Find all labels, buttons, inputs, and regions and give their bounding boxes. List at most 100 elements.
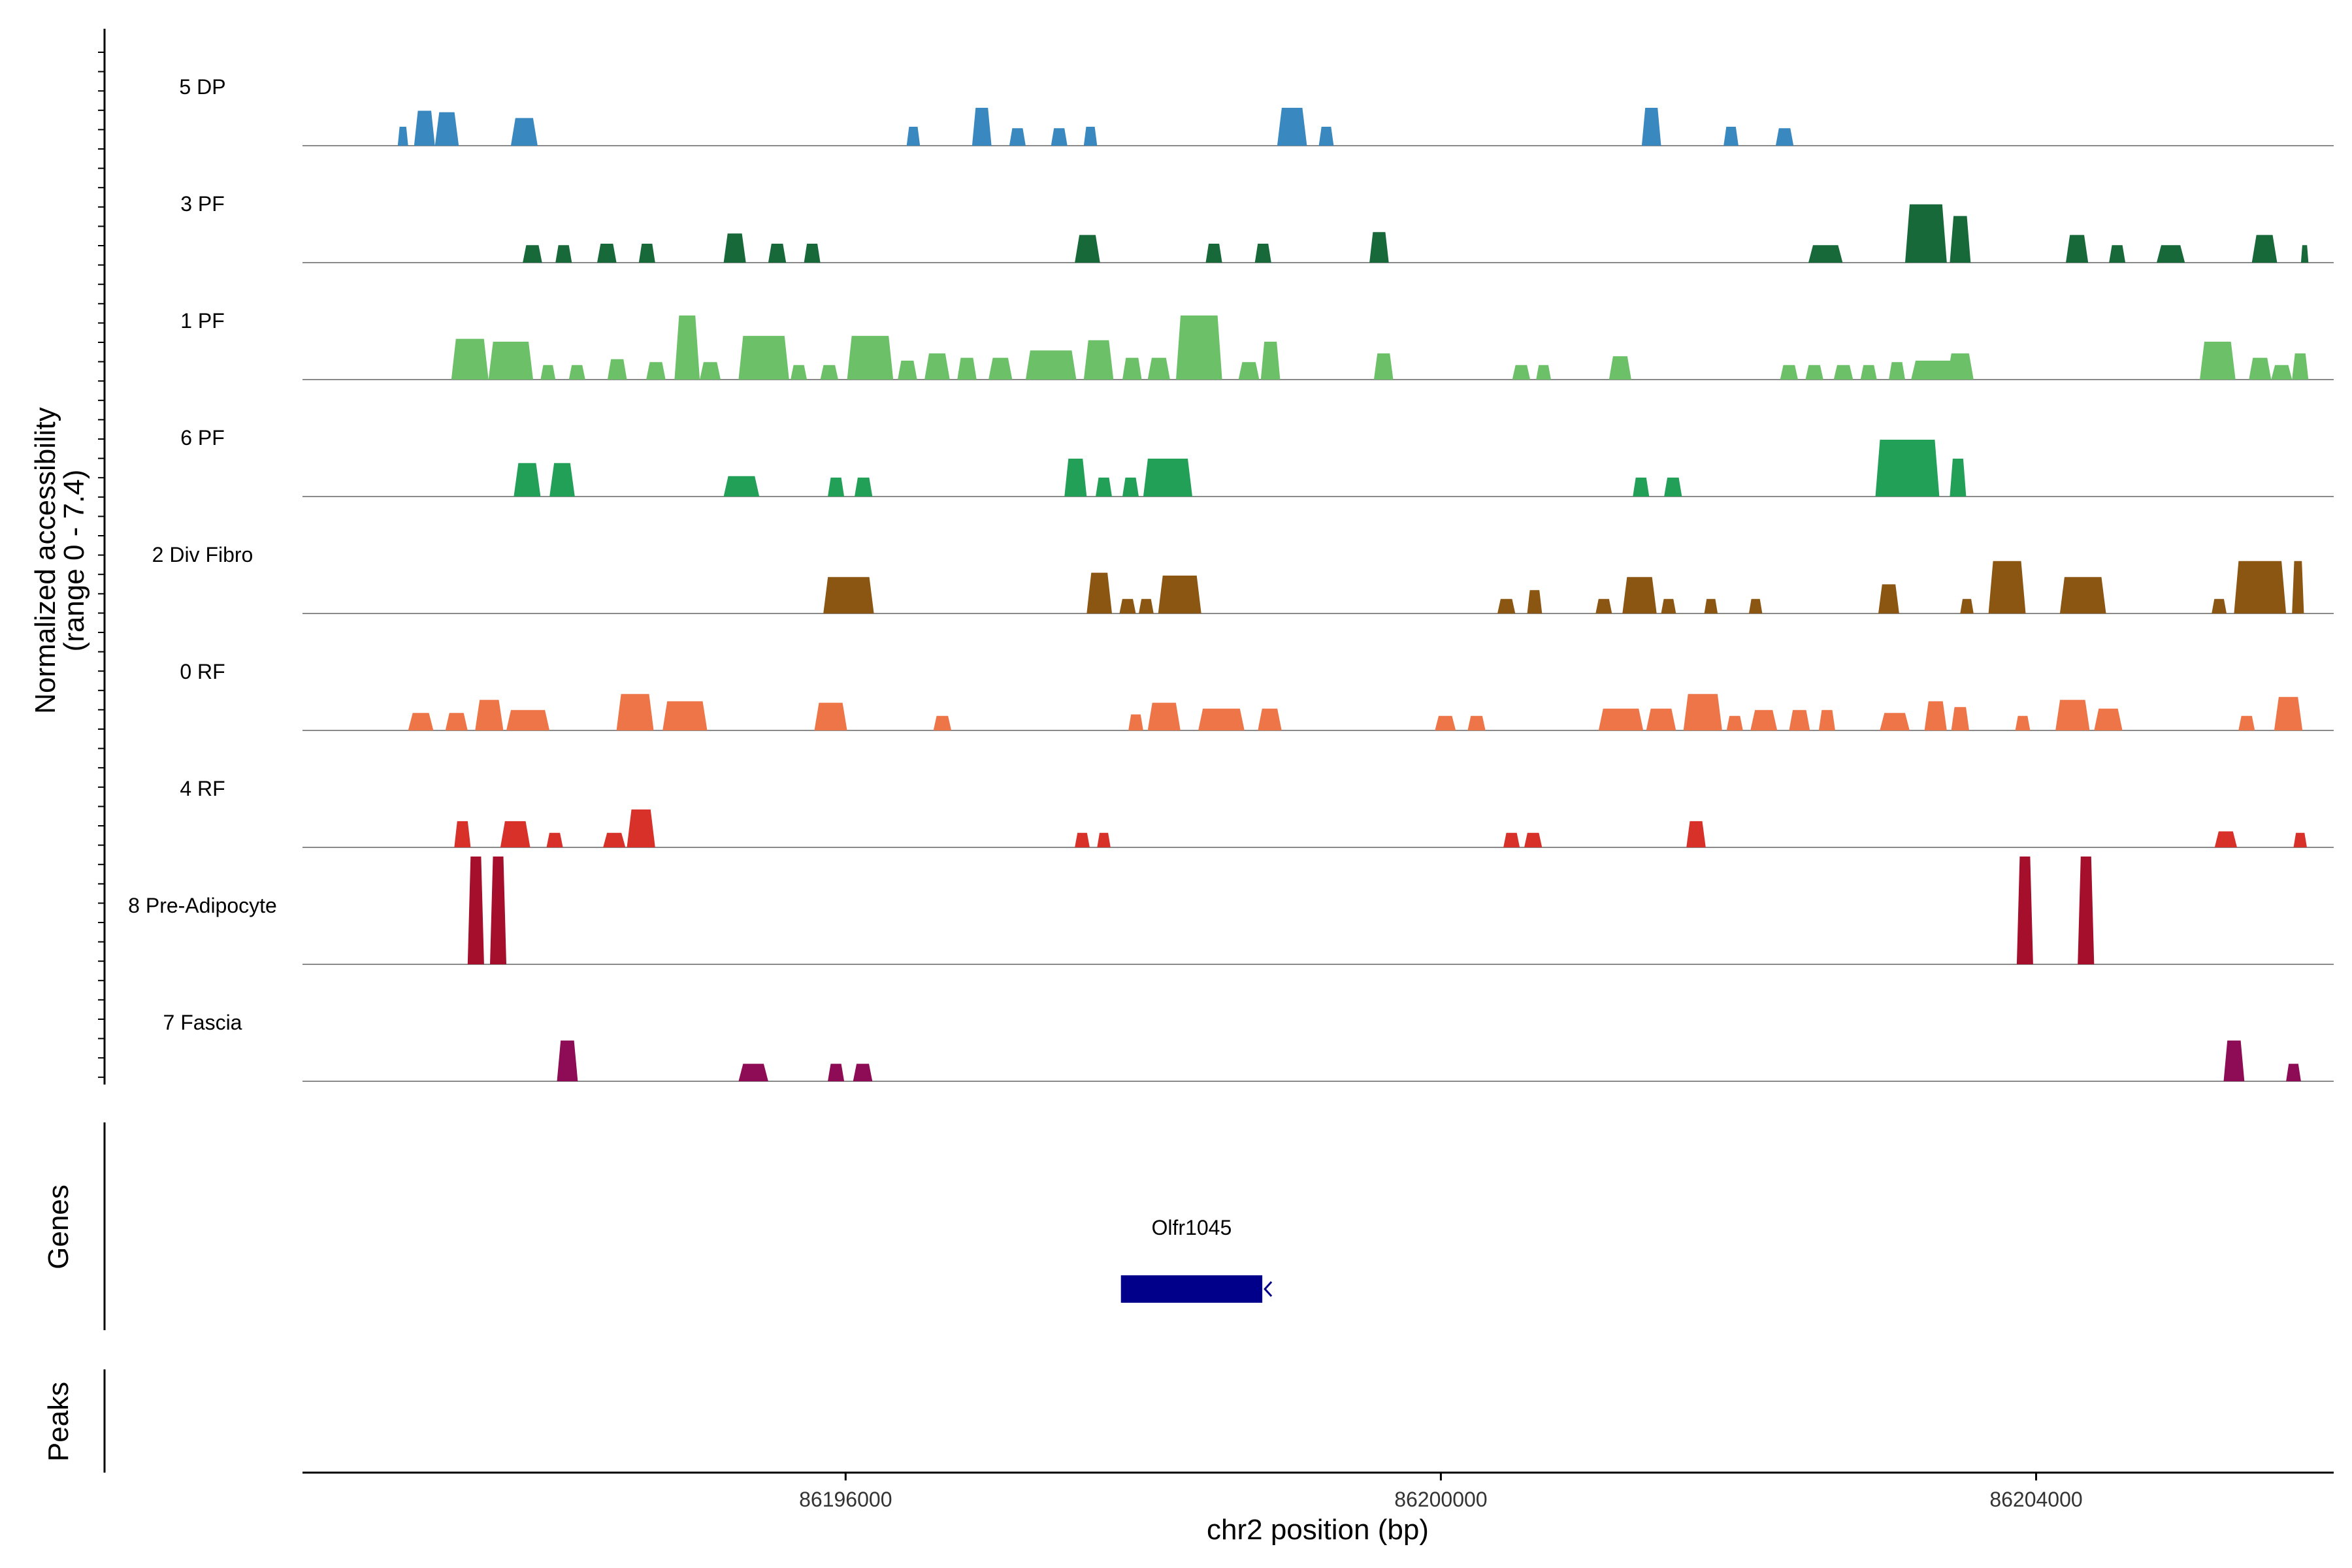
- coverage-peak: [674, 315, 700, 380]
- coverage-peak: [1911, 361, 1957, 380]
- coverage-peak: [500, 821, 531, 847]
- coverage-peak: [898, 361, 917, 380]
- coverage-peak: [1075, 235, 1100, 263]
- coverage-peak: [972, 108, 992, 146]
- coverage-peak: [445, 713, 468, 730]
- coverage-peak: [1924, 701, 1947, 730]
- coverage-peak: [451, 338, 489, 380]
- coverage-peak: [603, 832, 626, 847]
- coverage-peak: [1880, 713, 1910, 730]
- coverage-peak: [1860, 365, 1877, 380]
- coverage-peak: [1833, 365, 1854, 380]
- track-8-pre-adipocyte: 8 Pre-Adipocyte: [128, 857, 2334, 965]
- coverage-peak: [557, 1040, 578, 1081]
- coverage-peak: [1086, 572, 1112, 613]
- coverage-peak: [568, 365, 585, 380]
- coverage-peak: [1536, 365, 1551, 380]
- coverage-peak: [791, 365, 808, 380]
- coverage-peak: [1750, 710, 1778, 730]
- coverage-peak: [1775, 128, 1794, 146]
- coverage-peak: [597, 244, 617, 263]
- coverage-peak: [2078, 857, 2095, 964]
- coverage-peak: [853, 1064, 873, 1081]
- coverage-peak: [1373, 353, 1394, 380]
- coverage-peak: [1609, 356, 1631, 380]
- accessibility-panel: Normalized accessibility (range 0 - 7.4)…: [29, 29, 2334, 1085]
- coverage-peak: [1808, 245, 1843, 263]
- coverage-peak: [2066, 235, 2089, 263]
- coverage-peak: [1277, 108, 1307, 146]
- coverage-peak: [1780, 365, 1798, 380]
- accessibility-y-axis-range: (range 0 - 7.4): [58, 470, 90, 652]
- gene-body: [1120, 1275, 1263, 1303]
- coverage-peak: [2094, 708, 2123, 730]
- track-3-pf: 3 PF: [180, 192, 2334, 263]
- coverage-peak: [1083, 340, 1114, 380]
- track-label: 2 Div Fibro: [152, 543, 253, 566]
- coverage-peak: [514, 463, 541, 497]
- coverage-peak: [646, 362, 666, 380]
- coverage-peak: [454, 821, 471, 847]
- coverage-peak: [540, 365, 556, 380]
- coverage-peak: [1622, 577, 1657, 613]
- coverage-peak: [2292, 561, 2304, 613]
- track-0-rf: 0 RF: [180, 660, 2334, 731]
- coverage-peak: [546, 832, 563, 847]
- peaks-panel: Peaks: [42, 1369, 106, 1473]
- coverage-peak: [627, 809, 655, 847]
- coverage-peak: [1950, 216, 1971, 263]
- coverage-peak: [1686, 821, 1706, 847]
- coverage-peak: [607, 359, 627, 380]
- coverage-peak: [1318, 127, 1334, 146]
- track-label: 1 PF: [180, 309, 225, 333]
- coverage-peak: [1497, 598, 1516, 613]
- coverage-peak: [638, 244, 655, 263]
- coverage-peak: [2109, 245, 2126, 263]
- coverage-peak: [804, 244, 821, 263]
- coverage-peak: [2251, 235, 2278, 263]
- coverage-peak: [1254, 244, 1271, 263]
- genes-panel: Genes Olfr1045: [42, 1122, 1273, 1330]
- coverage-peak: [1009, 128, 1026, 146]
- coverage-peak: [1633, 478, 1650, 497]
- coverage-peak: [2214, 831, 2237, 847]
- coverage-peak: [1096, 478, 1112, 497]
- coverage-peak: [2016, 857, 2033, 964]
- coverage-peak: [1025, 350, 1077, 380]
- coverage-peak: [2292, 353, 2309, 380]
- coverage-peak: [1122, 357, 1142, 380]
- x-axis-title: chr2 position (bp): [1207, 1514, 1429, 1546]
- coverage-peak: [2286, 1064, 2301, 1081]
- coverage-peak: [2300, 245, 2309, 263]
- x-tick-label: 86200000: [1394, 1488, 1487, 1511]
- x-axis: 86196000 86200000 86204000 chr2 position (…: [302, 1471, 2334, 1546]
- coverage-peak: [1238, 362, 1260, 380]
- gene-strand-arrow: [1264, 1281, 1273, 1298]
- coverage-peak: [1258, 708, 1282, 730]
- coverage-peak: [434, 112, 459, 146]
- peaks-axis-title: Peaks: [42, 1382, 74, 1462]
- coverage-peak: [828, 1064, 845, 1081]
- coverage-peak: [723, 233, 746, 263]
- track-4-rf: 4 RF: [180, 777, 2334, 848]
- coverage-peak: [1946, 353, 1974, 380]
- track-label: 6 PF: [180, 426, 225, 449]
- track-2-div-fibro: 2 Div Fibro: [152, 543, 2334, 614]
- coverage-peak: [1122, 478, 1139, 497]
- coverage-peak: [700, 362, 721, 380]
- coverage-peak: [1683, 694, 1722, 730]
- coverage-peak: [1205, 244, 1222, 263]
- coverage-peak: [1176, 315, 1222, 380]
- track-7-fascia: 7 Fascia: [163, 1011, 2334, 1082]
- coverage-peak: [510, 118, 538, 146]
- coverage-peak: [820, 365, 838, 380]
- coverage-peak: [828, 478, 845, 497]
- coverage-peak: [2274, 696, 2303, 730]
- coverage-peak: [1805, 365, 1823, 380]
- coverage-peak: [768, 244, 787, 263]
- x-tick-label: 86204000: [1989, 1488, 2082, 1511]
- gene-label: Olfr1045: [1152, 1216, 1232, 1239]
- coverage-peak: [2059, 577, 2106, 613]
- coverage-peak: [2055, 700, 2090, 730]
